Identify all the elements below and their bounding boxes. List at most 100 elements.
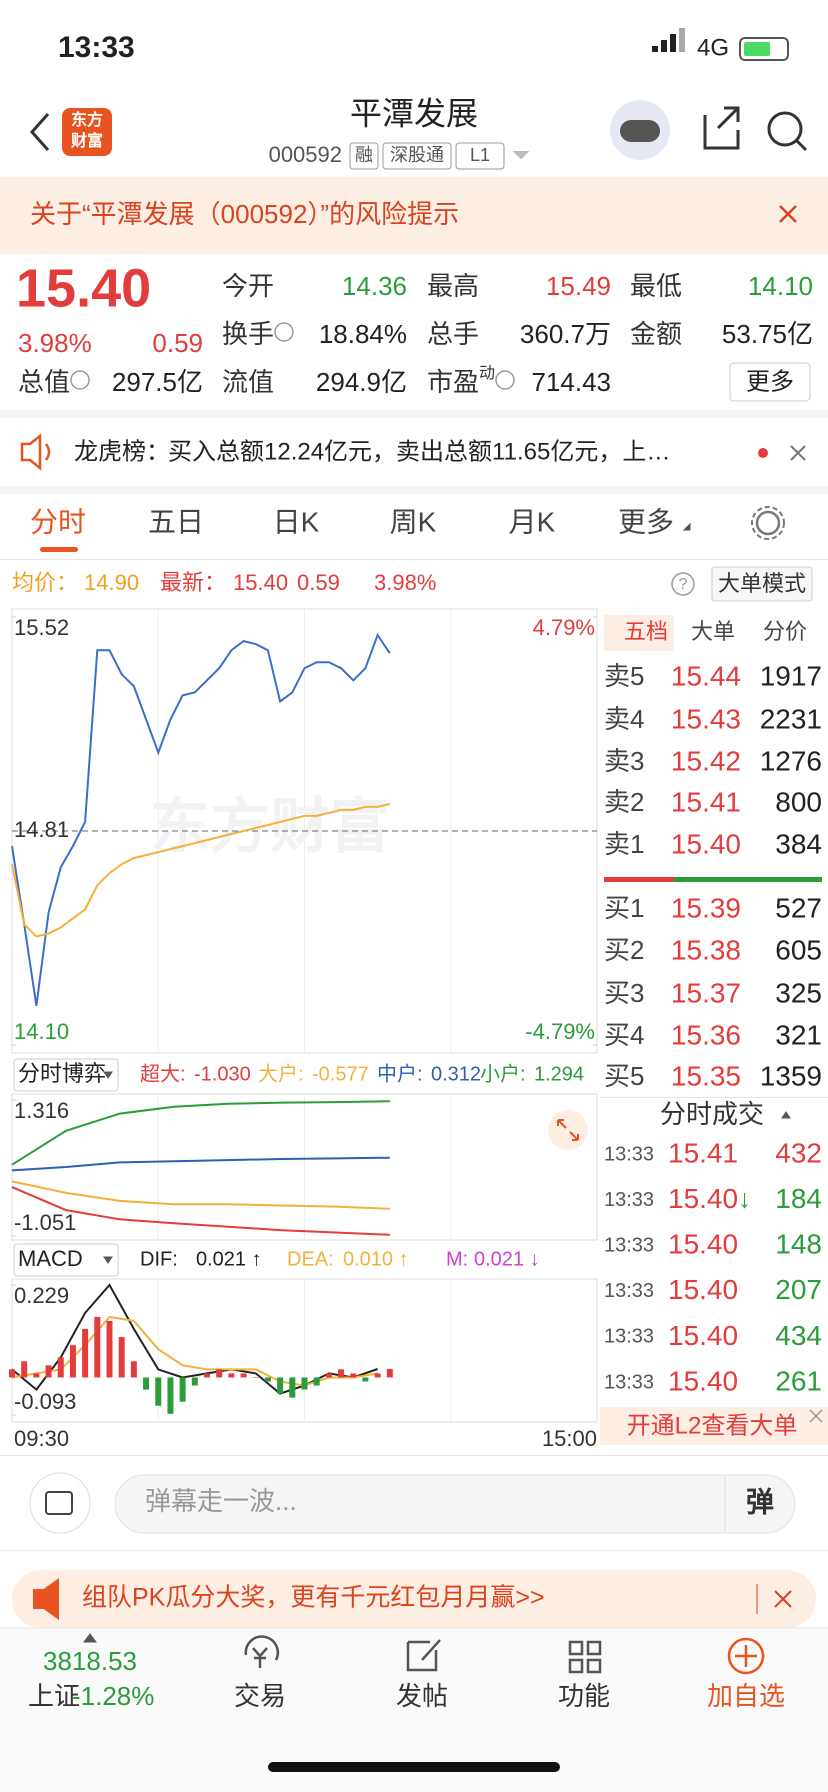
mode-button[interactable] — [711, 566, 813, 602]
stock-name: 平潭发展 — [350, 95, 478, 131]
ob-price: 15.42 — [671, 745, 741, 776]
ob-volume: 1359 — [760, 1060, 822, 1091]
ob-tab[interactable]: 大单 — [691, 619, 735, 644]
field-value: 15.49 — [546, 271, 611, 301]
separator — [0, 410, 828, 418]
nav-item[interactable]: 功能 — [558, 1681, 610, 1711]
ob-label: 卖4 — [604, 704, 644, 734]
macd-bar — [301, 1377, 308, 1390]
legend-value: 1.294 — [534, 1063, 584, 1085]
tag-box — [349, 142, 379, 170]
macd-bar — [94, 1316, 101, 1378]
field-label: 总值 — [18, 367, 70, 397]
y-tick-label: 14.81 — [14, 817, 69, 842]
legend-value: 0.312 — [431, 1063, 481, 1085]
comment-input[interactable] — [114, 1474, 796, 1534]
legend-name: 大户: — [258, 1062, 304, 1085]
speaker-icon — [20, 433, 51, 471]
stock-code: 000592 — [269, 142, 342, 167]
field-label: 最高 — [427, 271, 479, 301]
logo — [62, 108, 112, 156]
trade-time: 13:33 — [604, 1371, 654, 1393]
more-label: 更多 — [746, 368, 794, 395]
promo-close[interactable] — [774, 1590, 792, 1608]
legend-value: 0.021 ↓ — [474, 1248, 540, 1270]
nav-icon[interactable] — [568, 1640, 602, 1674]
ob-price: 15.38 — [671, 934, 741, 965]
close-banner[interactable] — [779, 205, 797, 223]
y-tick-label: -1.051 — [14, 1210, 76, 1235]
tab[interactable]: 日K — [273, 506, 320, 537]
field-label: 金额 — [630, 319, 682, 349]
macd-bar — [45, 1365, 52, 1378]
nav-item[interactable]: 加自选 — [707, 1681, 785, 1711]
more-button[interactable] — [729, 362, 811, 402]
ob-volume: 527 — [775, 892, 822, 923]
comment-icon[interactable] — [29, 1472, 91, 1534]
nav-item[interactable]: 发帖 — [396, 1681, 448, 1711]
select-arrow — [103, 1256, 113, 1264]
risk-banner[interactable] — [0, 177, 828, 254]
ob-price: 15.41 — [671, 786, 741, 817]
tab[interactable]: 周K — [390, 506, 437, 537]
ob-label: 买5 — [604, 1061, 644, 1091]
nav-icon[interactable] — [735, 1645, 757, 1667]
promo-banner[interactable] — [12, 1570, 816, 1628]
separator — [0, 486, 828, 494]
indicator-select[interactable] — [13, 1058, 119, 1092]
logo-text: 财富 — [70, 131, 103, 150]
y2-tick-label: 4.79% — [533, 615, 595, 640]
nav-icon[interactable] — [406, 1639, 441, 1672]
macd-bar — [82, 1329, 89, 1378]
legend-name: DEA: — [287, 1248, 334, 1270]
ob-label: 买4 — [604, 1020, 644, 1050]
trade-price: 15.40 — [668, 1274, 738, 1305]
macd-bar — [264, 1377, 271, 1382]
field-label: 今开 — [222, 271, 274, 301]
trade-arrow: ↓ — [738, 1183, 751, 1213]
tab[interactable]: 月K — [509, 506, 556, 537]
trades-arrow — [781, 1111, 791, 1119]
series-line — [11, 802, 391, 938]
separator — [600, 1097, 828, 1098]
macd-bar — [57, 1357, 64, 1378]
trade-time: 13:33 — [604, 1143, 654, 1165]
change: 0.59 — [152, 328, 203, 358]
share-button[interactable] — [703, 106, 740, 150]
expand-button[interactable] — [548, 1110, 588, 1150]
price: 15.40 — [16, 258, 151, 318]
macd-bar — [240, 1373, 247, 1378]
nav-item[interactable]: 交易 — [234, 1681, 286, 1711]
settings-button[interactable] — [755, 510, 781, 536]
indicator-title: MACD — [18, 1246, 83, 1271]
legend-name: DIF: — [140, 1248, 178, 1270]
tab[interactable]: 分时 — [30, 506, 86, 537]
ob-label: 卖3 — [604, 746, 644, 776]
indicator-select[interactable] — [13, 1243, 119, 1277]
back-button[interactable] — [29, 113, 50, 151]
l2-cta[interactable] — [600, 1407, 828, 1445]
ob-tab[interactable]: 五档 — [624, 619, 668, 644]
notice-close[interactable] — [790, 445, 806, 461]
legend-name: M: — [446, 1248, 468, 1270]
promo-text: 组队PK瓜分大奖，更有千元红包月月赢>> — [82, 1584, 545, 1612]
latest-change: 0.59 — [297, 570, 340, 595]
help-circle — [671, 572, 695, 596]
y-tick-label: -0.093 — [14, 1389, 76, 1414]
cta-close[interactable] — [809, 1409, 823, 1423]
macd-bar — [313, 1377, 320, 1386]
ob-price: 15.44 — [671, 660, 741, 691]
y-tick-label: 15.52 — [14, 615, 69, 640]
nav-icon[interactable] — [244, 1635, 280, 1668]
macd-bar — [252, 1377, 259, 1378]
ob-price: 15.36 — [671, 1019, 741, 1050]
tab[interactable]: 更多 — [618, 506, 674, 537]
tab[interactable]: 五日 — [148, 506, 204, 537]
legend-name: 小户: — [480, 1062, 526, 1085]
trade-price: 15.41 — [668, 1137, 738, 1168]
search-button[interactable] — [767, 111, 803, 147]
signal-bar — [661, 40, 667, 52]
ob-tab[interactable]: 分价 — [763, 619, 807, 644]
